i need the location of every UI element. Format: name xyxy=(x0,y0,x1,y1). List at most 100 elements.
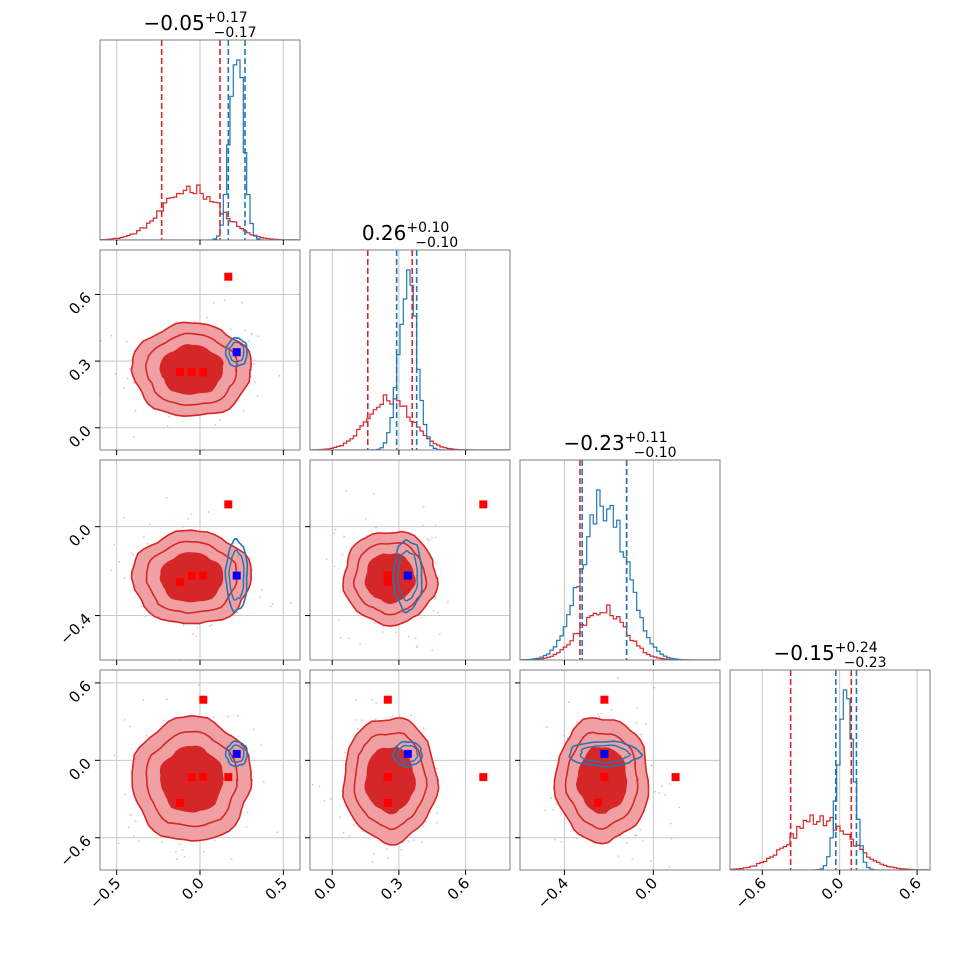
scatter-point xyxy=(76,553,78,555)
scatter-point xyxy=(576,837,578,840)
scatter-point xyxy=(422,506,425,508)
scatter-point xyxy=(210,624,213,626)
scatter-point xyxy=(134,820,137,823)
diag-panel-3-content xyxy=(730,670,930,870)
scatter-point xyxy=(664,794,666,796)
scatter-point xyxy=(123,718,126,721)
scatter-point xyxy=(338,816,341,819)
scatter-point xyxy=(678,806,681,809)
scatter-point xyxy=(339,636,342,639)
title-sup-1: +0.10 xyxy=(406,220,449,236)
marker-blue xyxy=(403,571,412,580)
scatter-point xyxy=(362,830,365,833)
scatter-point xyxy=(372,492,375,495)
marker-red-1 xyxy=(199,773,208,782)
scatter-point xyxy=(641,839,644,842)
scatter-point xyxy=(435,767,438,770)
scatter-point xyxy=(174,850,177,853)
scatter-point xyxy=(123,516,125,519)
scatter-point xyxy=(347,637,350,640)
title-main-1: 0.26 xyxy=(362,221,407,245)
scatter-point xyxy=(342,831,345,834)
y-tick-label-1-2: 0.6 xyxy=(65,289,95,319)
scatter-point xyxy=(133,382,135,384)
contour-b-outer xyxy=(392,538,423,614)
title-subscript-2: −0.10 xyxy=(634,445,677,461)
title-main-2: −0.23 xyxy=(563,431,624,455)
scatter-point xyxy=(371,698,374,701)
contour-b-inner xyxy=(228,744,245,764)
panel-2-1 xyxy=(305,459,511,665)
scatter-point xyxy=(117,842,120,845)
scatter-point xyxy=(257,335,259,338)
scatter-point xyxy=(428,539,430,542)
scatter-point xyxy=(242,409,245,412)
scatter-point xyxy=(348,835,351,837)
scatter-point xyxy=(214,839,216,842)
scatter-point xyxy=(248,340,251,343)
scatter-point xyxy=(230,858,233,860)
marker-red-4 xyxy=(199,368,208,377)
scatter-point xyxy=(229,328,232,331)
scatter-point xyxy=(245,825,248,828)
scatter-point xyxy=(227,715,229,718)
scatter-point xyxy=(422,727,425,730)
panel-frame xyxy=(519,669,721,871)
y-tick-label-3-0: −0.6 xyxy=(56,832,94,870)
panel-2-0-content xyxy=(76,460,300,660)
scatter-point xyxy=(343,535,346,538)
panel-frame xyxy=(729,669,931,871)
scatter-point xyxy=(575,721,578,724)
scatter-point xyxy=(598,715,601,718)
scatter-point xyxy=(639,828,641,831)
scatter-point xyxy=(168,415,171,418)
y-tick-label-1-1: 0.3 xyxy=(65,355,95,385)
scatter-point xyxy=(371,861,374,863)
scatter-point xyxy=(128,368,131,370)
scatter-point xyxy=(113,543,115,546)
scatter-point xyxy=(436,821,438,824)
histogram-a-0 xyxy=(100,184,300,240)
panel-title-1: 0.26+0.10 −0.10 xyxy=(362,220,458,251)
scatter-point xyxy=(420,617,423,619)
scatter-point xyxy=(434,524,437,527)
scatter-point xyxy=(640,733,642,736)
scatter-point xyxy=(325,558,328,561)
contour-b-inner xyxy=(396,744,419,764)
scatter-point xyxy=(422,825,425,828)
scatter-point xyxy=(668,866,671,868)
scatter-point xyxy=(196,626,199,629)
marker-red-0 xyxy=(187,571,196,580)
scatter-point xyxy=(213,716,215,719)
diag-panel-1-content xyxy=(310,250,510,450)
scatter-point xyxy=(385,848,388,850)
scatter-point xyxy=(420,841,423,843)
scatter-point xyxy=(435,561,438,564)
scatter-point xyxy=(436,812,438,815)
marker-red-3 xyxy=(383,578,392,587)
x-tick-label-2-0: −0.4 xyxy=(534,874,572,912)
scatter-point xyxy=(129,725,132,728)
marker-red-3 xyxy=(176,578,184,587)
panel-3-2-content xyxy=(520,670,720,884)
scatter-point xyxy=(142,699,145,701)
scatter-point xyxy=(125,340,128,343)
scatter-point xyxy=(658,792,661,794)
scatter-point xyxy=(123,576,126,579)
marker-red-4 xyxy=(600,695,609,704)
scatter-point xyxy=(361,719,363,721)
marker-red-2 xyxy=(224,773,233,782)
x-tick-label-0-0: −0.5 xyxy=(86,874,124,912)
scatter-point xyxy=(318,785,321,788)
scatter-point xyxy=(610,875,612,877)
title-main-3: −0.15 xyxy=(773,641,834,665)
scatter-point xyxy=(552,809,555,811)
scatter-point xyxy=(569,882,571,884)
scatter-point xyxy=(179,843,181,846)
diag-panel-0-content xyxy=(100,40,300,240)
scatter-point xyxy=(259,596,262,599)
title-subscript-3: −0.23 xyxy=(844,655,887,671)
scatter-point xyxy=(223,299,226,302)
scatter-point xyxy=(416,646,418,648)
